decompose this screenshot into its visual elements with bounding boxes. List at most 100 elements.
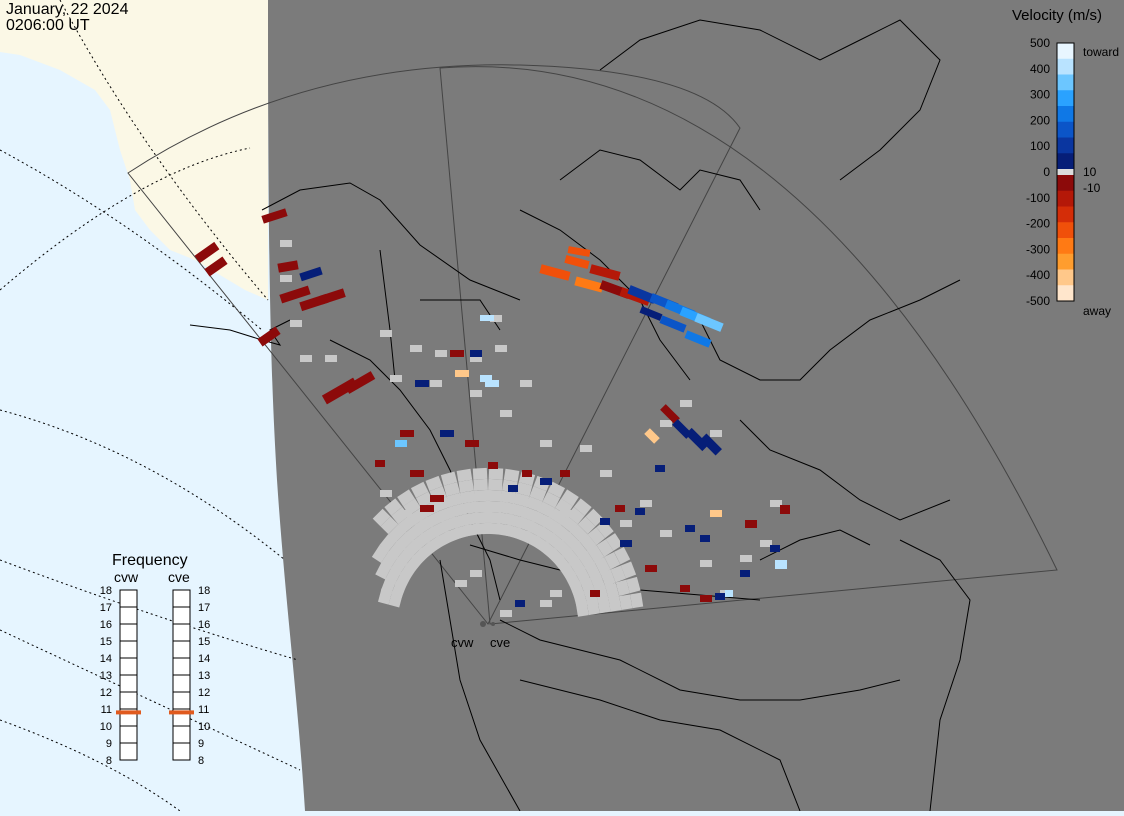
colorbar-tick-label: -200 bbox=[1026, 217, 1050, 231]
ground-scatter-cell bbox=[498, 501, 515, 515]
velocity-cell bbox=[480, 315, 494, 321]
ground-scatter-cell bbox=[473, 489, 489, 502]
ground-scatter-cell bbox=[380, 516, 399, 535]
frequency-level-right: 10 bbox=[198, 721, 210, 733]
velocity-cell bbox=[685, 427, 709, 452]
ground-scatter-cell bbox=[415, 491, 434, 508]
ground-scatter-cell bbox=[760, 540, 772, 547]
ground-scatter-cell bbox=[410, 345, 422, 352]
ground-scatter-cell bbox=[620, 520, 632, 527]
ground-scatter-cell bbox=[372, 508, 391, 527]
velocity-cell bbox=[775, 560, 787, 569]
velocity-cell bbox=[508, 485, 518, 492]
frequency-panel: Frequency cvw cve 18 18 17 17 16 16 15 15 14 14 13… bbox=[100, 552, 211, 767]
velocity-cell bbox=[194, 241, 220, 264]
velocity-cell bbox=[780, 505, 790, 514]
colorbar-away-segment bbox=[1057, 253, 1074, 270]
ground-scatter-cell bbox=[520, 380, 532, 387]
ground-scatter-cell bbox=[384, 498, 403, 516]
ground-scatter bbox=[280, 240, 782, 617]
radar-cvw-marker bbox=[480, 621, 486, 627]
ground-scatter-cell bbox=[379, 534, 397, 552]
colorbar-tick-label: 200 bbox=[1030, 113, 1050, 127]
frequency-level-left: 18 bbox=[100, 585, 112, 597]
radar-cve-marker bbox=[491, 622, 495, 626]
velocity-cell bbox=[204, 256, 228, 277]
ground-scatter-cell bbox=[290, 320, 302, 327]
velocity-cell bbox=[710, 510, 722, 517]
velocity-cell bbox=[700, 535, 710, 542]
ground-scatter-cell bbox=[510, 503, 527, 518]
ground-scatter-cell bbox=[604, 582, 620, 599]
frequency-level-left: 16 bbox=[100, 619, 112, 631]
ground-scatter-cell bbox=[525, 496, 543, 512]
ground-scatter-cell bbox=[446, 492, 463, 508]
velocity-cell bbox=[465, 440, 479, 447]
velocity-cell bbox=[430, 495, 444, 502]
radar-cvw-label: cvw bbox=[451, 635, 474, 650]
ground-scatter-cell bbox=[600, 470, 612, 477]
ground-scatter-cell bbox=[443, 482, 461, 497]
velocity-cell bbox=[567, 246, 591, 257]
velocity-cell bbox=[564, 255, 590, 269]
ground-scatter-cell bbox=[575, 601, 589, 617]
velocity-cell bbox=[485, 380, 499, 387]
colorbar-away-segment bbox=[1057, 269, 1074, 286]
ground-scatter-cell bbox=[515, 482, 533, 497]
velocity-cell bbox=[694, 313, 724, 332]
colorbar-toward-segment bbox=[1057, 153, 1074, 170]
ground-scatter-cell bbox=[397, 489, 415, 507]
colorbar-toward-segment bbox=[1057, 106, 1074, 123]
ground-scatter-cell bbox=[550, 590, 562, 597]
velocity-cell bbox=[700, 595, 712, 602]
colorbar-tick-label: -300 bbox=[1026, 242, 1050, 256]
velocity-cell bbox=[589, 264, 621, 281]
ground-scatter-cell bbox=[435, 350, 447, 357]
velocity-cell bbox=[659, 315, 687, 333]
colorbar-away-segment bbox=[1057, 206, 1074, 223]
velocity-cell bbox=[770, 545, 780, 552]
velocity-cell bbox=[522, 470, 532, 477]
lat-lon-grid bbox=[0, 0, 301, 812]
night-shading bbox=[268, 0, 1124, 811]
ground-scatter-cell bbox=[596, 539, 614, 557]
ground-scatter-cell bbox=[470, 355, 482, 362]
colorbar-toward-segment bbox=[1057, 90, 1074, 107]
frequency-cvw-marker bbox=[116, 710, 141, 715]
velocity-cell bbox=[515, 600, 525, 607]
ground-scatter-cell bbox=[371, 545, 389, 563]
velocity-scale-title: Velocity (m/s) bbox=[1012, 7, 1102, 24]
velocity-cell bbox=[715, 593, 725, 600]
ground-scatter-cell bbox=[605, 533, 623, 551]
velocity-cell bbox=[540, 478, 552, 485]
velocity-cell bbox=[299, 266, 323, 282]
ground-scatter-cell bbox=[380, 330, 392, 337]
velocity-cell bbox=[590, 590, 600, 597]
ground-scatter-cell bbox=[580, 445, 592, 452]
velocity-colorbar: Velocity (m/s) 500 400 300 200 100 0 -100 -200 -… bbox=[1012, 7, 1119, 318]
ground-scatter-cell bbox=[610, 565, 626, 583]
velocity-cell bbox=[415, 380, 429, 387]
ground-scatter-cell bbox=[620, 561, 637, 579]
velocity-cell bbox=[600, 518, 610, 525]
ground-scatter-cell bbox=[390, 375, 402, 382]
ground-scatter-cell bbox=[561, 489, 579, 507]
velocity-cell bbox=[635, 508, 645, 515]
ground-scatter-cell bbox=[560, 515, 578, 533]
ground-scatter-cell bbox=[490, 315, 502, 322]
ground-scatter-cell bbox=[660, 420, 672, 427]
velocity-neg-threshold: -10 bbox=[1083, 181, 1101, 195]
colorbar-tick-label: -100 bbox=[1026, 191, 1050, 205]
colorbar-toward-segment bbox=[1057, 74, 1074, 91]
ground-scatter-cell bbox=[325, 355, 337, 362]
colorbar-toward-segment bbox=[1057, 137, 1074, 154]
ground-scatter-cell bbox=[587, 527, 606, 546]
colorbar-tick-label: 400 bbox=[1030, 62, 1050, 76]
ground-scatter-cell bbox=[547, 481, 566, 498]
ground-scatter-cell bbox=[660, 530, 672, 537]
date-label: January, 22 2024 bbox=[6, 1, 129, 18]
velocity-cell bbox=[480, 375, 492, 382]
velocity-cell bbox=[725, 590, 733, 597]
velocity-cell bbox=[620, 540, 632, 547]
